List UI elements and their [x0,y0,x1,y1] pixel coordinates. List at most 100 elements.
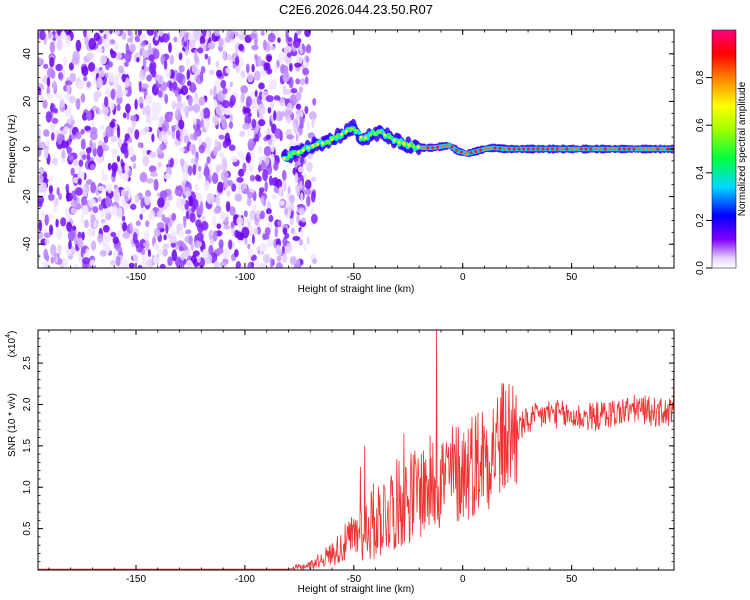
noise-blob [80,128,85,135]
noise-blob [185,58,191,66]
ridge-peak [373,132,377,136]
noise-blob [43,129,50,137]
noise-blob [195,219,202,228]
noise-blob [88,37,97,50]
noise-blob [116,246,123,252]
noise-blob [264,227,271,236]
noise-blob [49,41,56,54]
noise-blob [298,86,304,93]
noise-blob [73,264,79,268]
noise-blob [250,151,256,159]
noise-blob [84,125,91,131]
noise-blob [165,67,171,79]
noise-blob [220,211,225,223]
noise-blob [100,210,105,218]
noise-blob [299,180,303,190]
ridge-peak [598,147,603,151]
noise-blob [40,211,45,218]
noise-blob [75,131,82,140]
noise-blob [80,138,86,150]
noise-blob [193,103,201,113]
noise-blob [246,63,250,74]
noise-blob [186,69,191,81]
noise-blob [130,203,137,210]
noise-blob [238,168,245,177]
noise-blob [92,206,99,214]
noise-blob [248,225,253,236]
noise-blob [186,80,192,87]
noise-blob [108,71,115,83]
y-tick-label: 2.5 [22,356,33,370]
noise-blob [265,95,274,103]
noise-blob [118,72,122,79]
ridge-peak [584,147,588,151]
noise-blob [123,89,128,95]
noise-blob [311,213,318,224]
noise-blob [243,107,251,114]
noise-blob [196,205,204,216]
noise-blob [110,88,116,101]
noise-blob [89,259,96,267]
ridge-peak [565,147,569,151]
noise-blob [148,165,157,173]
noise-blob [99,30,104,34]
noise-blob [136,57,140,63]
noise-blob [295,103,301,110]
noise-blob [64,80,73,86]
noise-blob [298,123,304,129]
noise-blob [185,259,193,268]
noise-blob [111,149,117,159]
ridge-peak [407,143,411,147]
ridge-peak [493,146,497,150]
noise-blob [287,109,293,116]
noise-blob [81,65,89,77]
noise-blob [164,199,170,210]
noise-blob [182,162,187,175]
noise-blob [260,195,265,205]
noise-blob [178,52,183,61]
noise-blob [223,248,230,260]
noise-blob [247,130,252,136]
noise-blob [188,38,196,49]
noise-blob [122,222,128,232]
y-tick-label: -40 [22,237,33,252]
noise-blob [198,144,205,154]
noise-blob [235,261,242,268]
noise-blob [80,214,84,224]
noise-blob [66,84,71,95]
noise-blob [114,72,119,85]
noise-blob [294,62,302,68]
noise-blob [249,33,257,39]
noise-blob [234,229,240,239]
noise-blob [263,39,267,51]
noise-blob [281,253,288,263]
noise-blob [110,135,118,143]
noise-blob [293,38,301,49]
noise-blob [267,32,276,43]
noise-blob [70,200,79,208]
noise-blob [230,221,235,230]
noise-blob [55,93,64,99]
noise-blob [266,163,273,175]
x-tick-label: -50 [347,574,362,585]
noise-blob [286,134,294,140]
noise-blob [252,203,257,211]
noise-blob [48,185,54,194]
ridge-peak [570,147,574,151]
noise-blob [171,212,177,221]
noise-blob [300,112,304,118]
noise-blob [171,249,177,262]
noise-blob [221,157,227,164]
noise-blob [220,79,227,89]
noise-blob [54,108,58,114]
noise-blob [285,89,291,95]
noise-blob [300,156,304,165]
noise-blob [263,62,269,72]
noise-blob [234,249,239,258]
noise-blob [215,69,223,78]
noise-blob [214,260,220,268]
noise-blob [266,55,272,62]
noise-blob [109,121,116,128]
noise-blob [86,110,92,121]
